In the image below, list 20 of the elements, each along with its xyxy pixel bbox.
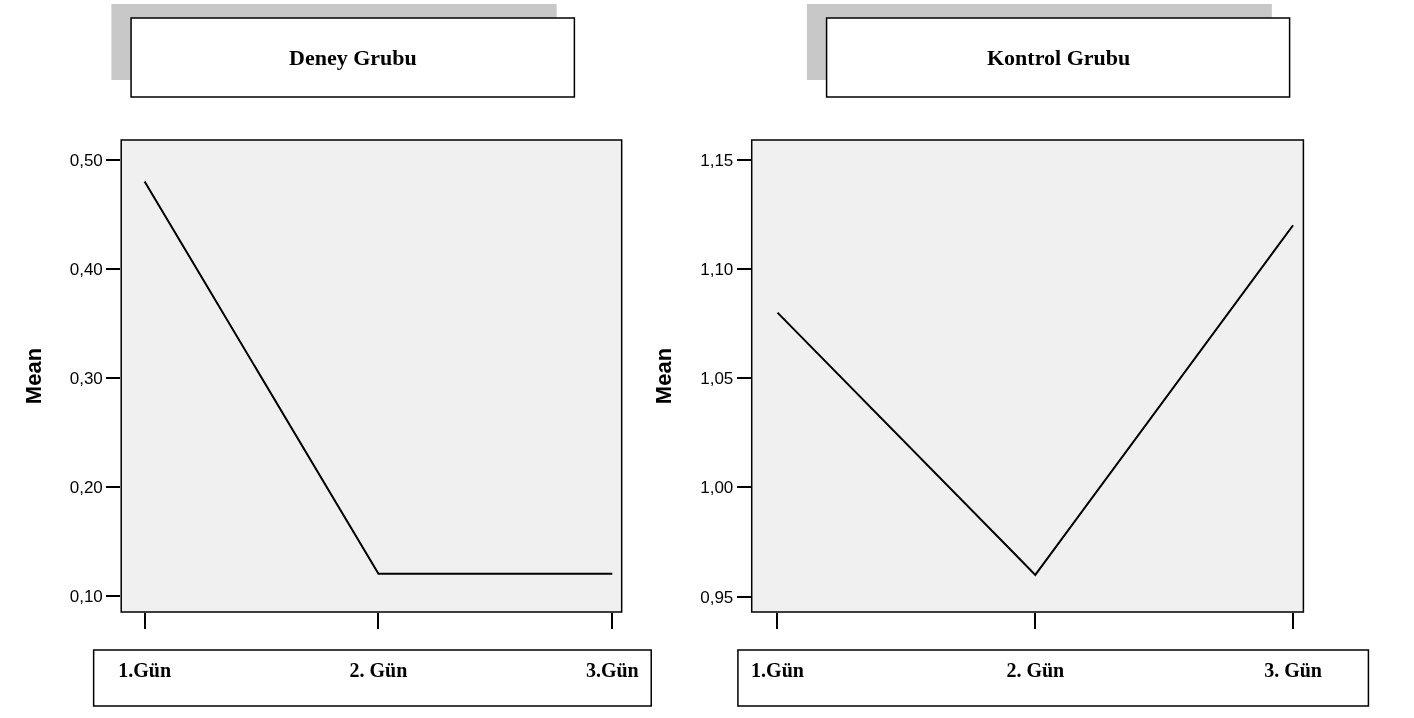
y-tick-label: 0,10: [69, 586, 103, 606]
y-tick-label: 0,50: [69, 150, 103, 170]
x-tick-label: 1.Gün: [751, 659, 804, 681]
x-tick-label: 1.Gün: [118, 659, 172, 681]
y-tick-label: 0,40: [69, 259, 103, 279]
x-tick-label: 3. Gün: [1264, 659, 1322, 681]
y-tick-label: 1,05: [700, 369, 734, 389]
x-tick-label: 3.Gün: [585, 659, 639, 681]
x-tick-label: 2. Gün: [1006, 659, 1065, 681]
chart-title: Kontrol Grubu: [987, 45, 1131, 70]
y-axis-title: Mean: [20, 347, 46, 405]
y-tick-label: 0,30: [69, 368, 103, 388]
y-tick-label: 1,10: [700, 259, 734, 279]
x-tick-label: 2. Gün: [349, 659, 408, 681]
chart-title: Deney Grubu: [289, 45, 417, 70]
y-axis-title: Mean: [651, 347, 677, 405]
y-tick-label: 0,20: [69, 477, 103, 497]
y-tick-label: 1,00: [700, 478, 734, 498]
y-tick-label: 1,15: [700, 150, 734, 170]
y-tick-label: 0,95: [700, 587, 734, 607]
